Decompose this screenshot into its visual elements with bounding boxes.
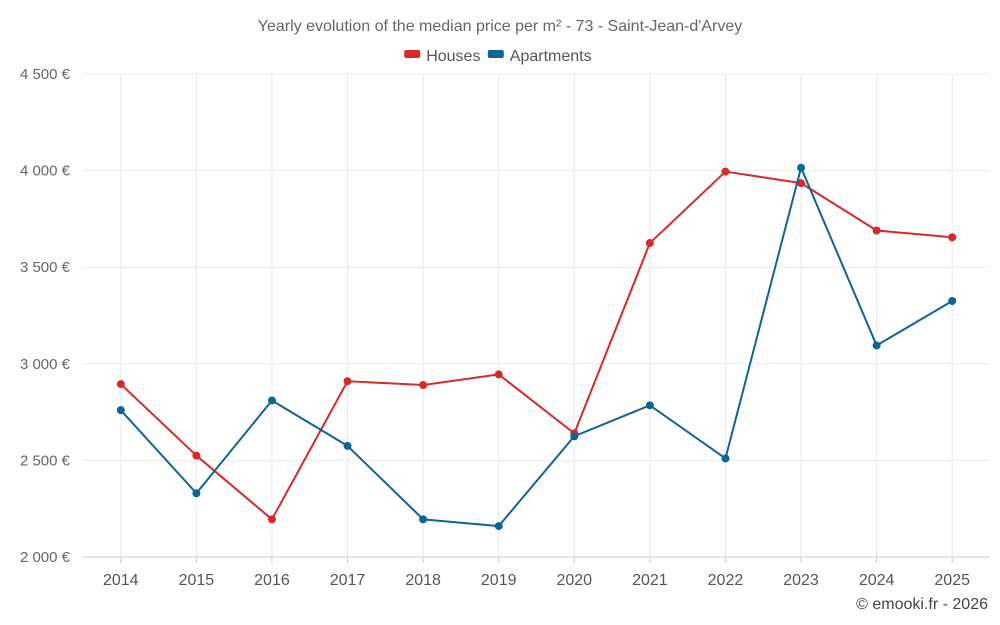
legend-item-houses[interactable]: Houses: [404, 48, 480, 65]
credit-text: © emooki.fr - 2026: [856, 596, 988, 613]
y-tick-label: 4 500 €: [20, 66, 71, 83]
houses-point[interactable]: [645, 239, 654, 248]
apartments-point[interactable]: [494, 522, 503, 531]
legend-label: Houses: [426, 48, 480, 65]
chart-title: Yearly evolution of the median price per…: [258, 18, 742, 35]
y-tick-label: 2 500 €: [20, 452, 71, 469]
x-tick-label: 2020: [556, 572, 592, 589]
legend-swatch: [404, 50, 421, 58]
x-tick-label: 2022: [708, 572, 744, 589]
apartments-point[interactable]: [343, 441, 352, 450]
x-tick-label: 2018: [405, 572, 441, 589]
series-group: [116, 163, 957, 531]
legend: Houses Apartments: [404, 48, 592, 65]
houses-point[interactable]: [343, 377, 352, 386]
x-tick-label: 2017: [330, 572, 366, 589]
apartments-point[interactable]: [116, 406, 125, 415]
houses-point[interactable]: [721, 167, 730, 176]
x-tick-label: 2019: [481, 572, 517, 589]
y-axis: 2 000 € 2 500 € 3 000 € 3 500 € 4 000 € 4 500…: [20, 66, 71, 566]
y-tick-label: 2 000 €: [20, 549, 71, 566]
y-tick-label: 3 000 €: [20, 356, 71, 373]
apartments-point[interactable]: [192, 489, 201, 498]
houses-point[interactable]: [267, 515, 276, 524]
houses-point[interactable]: [419, 381, 428, 390]
houses-point[interactable]: [948, 233, 957, 242]
x-tick-label: 2021: [632, 572, 668, 589]
legend-swatch: [487, 50, 504, 58]
apartments-point[interactable]: [645, 401, 654, 410]
x-axis: 2014 2015 2016 2017 2018 2019 2020 2021 2022 2023…: [83, 556, 990, 589]
houses-point[interactable]: [872, 226, 881, 235]
houses-point[interactable]: [116, 380, 125, 389]
x-tick-label: 2016: [254, 572, 290, 589]
apartments-line: [120, 166, 953, 528]
x-tick-label: 2023: [783, 572, 819, 589]
apartments-point[interactable]: [267, 396, 276, 405]
legend-label: Apartments: [510, 48, 592, 65]
apartments-point[interactable]: [570, 432, 579, 441]
grid: [83, 73, 990, 558]
x-tick-label: 2015: [179, 572, 215, 589]
legend-item-apartments[interactable]: Apartments: [487, 48, 592, 65]
apartments-point[interactable]: [948, 297, 957, 306]
y-tick-label: 4 000 €: [20, 163, 71, 180]
houses-point[interactable]: [192, 451, 201, 460]
apartments-point[interactable]: [419, 515, 428, 524]
x-tick-label: 2014: [103, 572, 139, 589]
x-tick-label: 2025: [934, 572, 970, 589]
apartments-point[interactable]: [872, 341, 881, 350]
apartments-point[interactable]: [797, 163, 806, 172]
houses-point[interactable]: [494, 370, 503, 379]
apartments-point[interactable]: [721, 454, 730, 463]
houses-point[interactable]: [797, 179, 806, 188]
y-tick-label: 3 500 €: [20, 259, 71, 276]
x-tick-label: 2024: [859, 572, 895, 589]
houses-line: [120, 170, 953, 521]
